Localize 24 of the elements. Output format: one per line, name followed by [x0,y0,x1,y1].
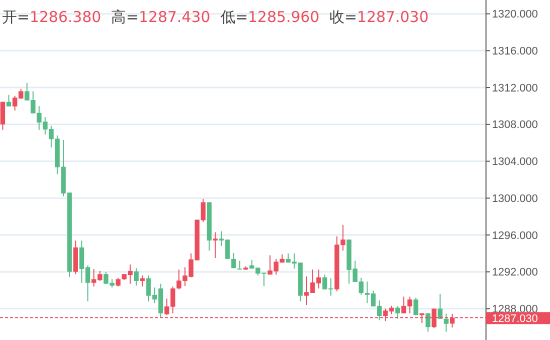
candlestick [413,297,418,316]
y-tick-label: 1312.000 [492,82,538,94]
candlestick [212,232,218,258]
annotation: 收=1287.030 [329,8,429,26]
annotation: 低=1285.960 [220,8,320,26]
y-tick-label: 1320.000 [492,8,538,21]
y-tick-label: 1308.000 [492,119,538,132]
y-tick-label: 1300.000 [492,192,538,205]
candlestick [444,313,449,332]
candlestick [395,305,400,320]
y-tick-label: 1292.000 [492,266,538,279]
y-tick-label: 1304.000 [492,156,538,168]
ref-line-label: 1287.030 [492,312,538,325]
y-tick-label: 1296.000 [492,230,538,242]
candlestick [231,252,236,269]
candlestick [0,101,6,130]
y-tick-label: 1316.000 [492,46,538,58]
candlestick [134,268,139,286]
candlestick [438,293,443,320]
annotation: 高=1287.430 [111,8,210,26]
candlestick [140,275,145,288]
candlestick [6,94,12,107]
candlestick [200,198,206,223]
annotation: 开=1286.380 [2,8,102,26]
